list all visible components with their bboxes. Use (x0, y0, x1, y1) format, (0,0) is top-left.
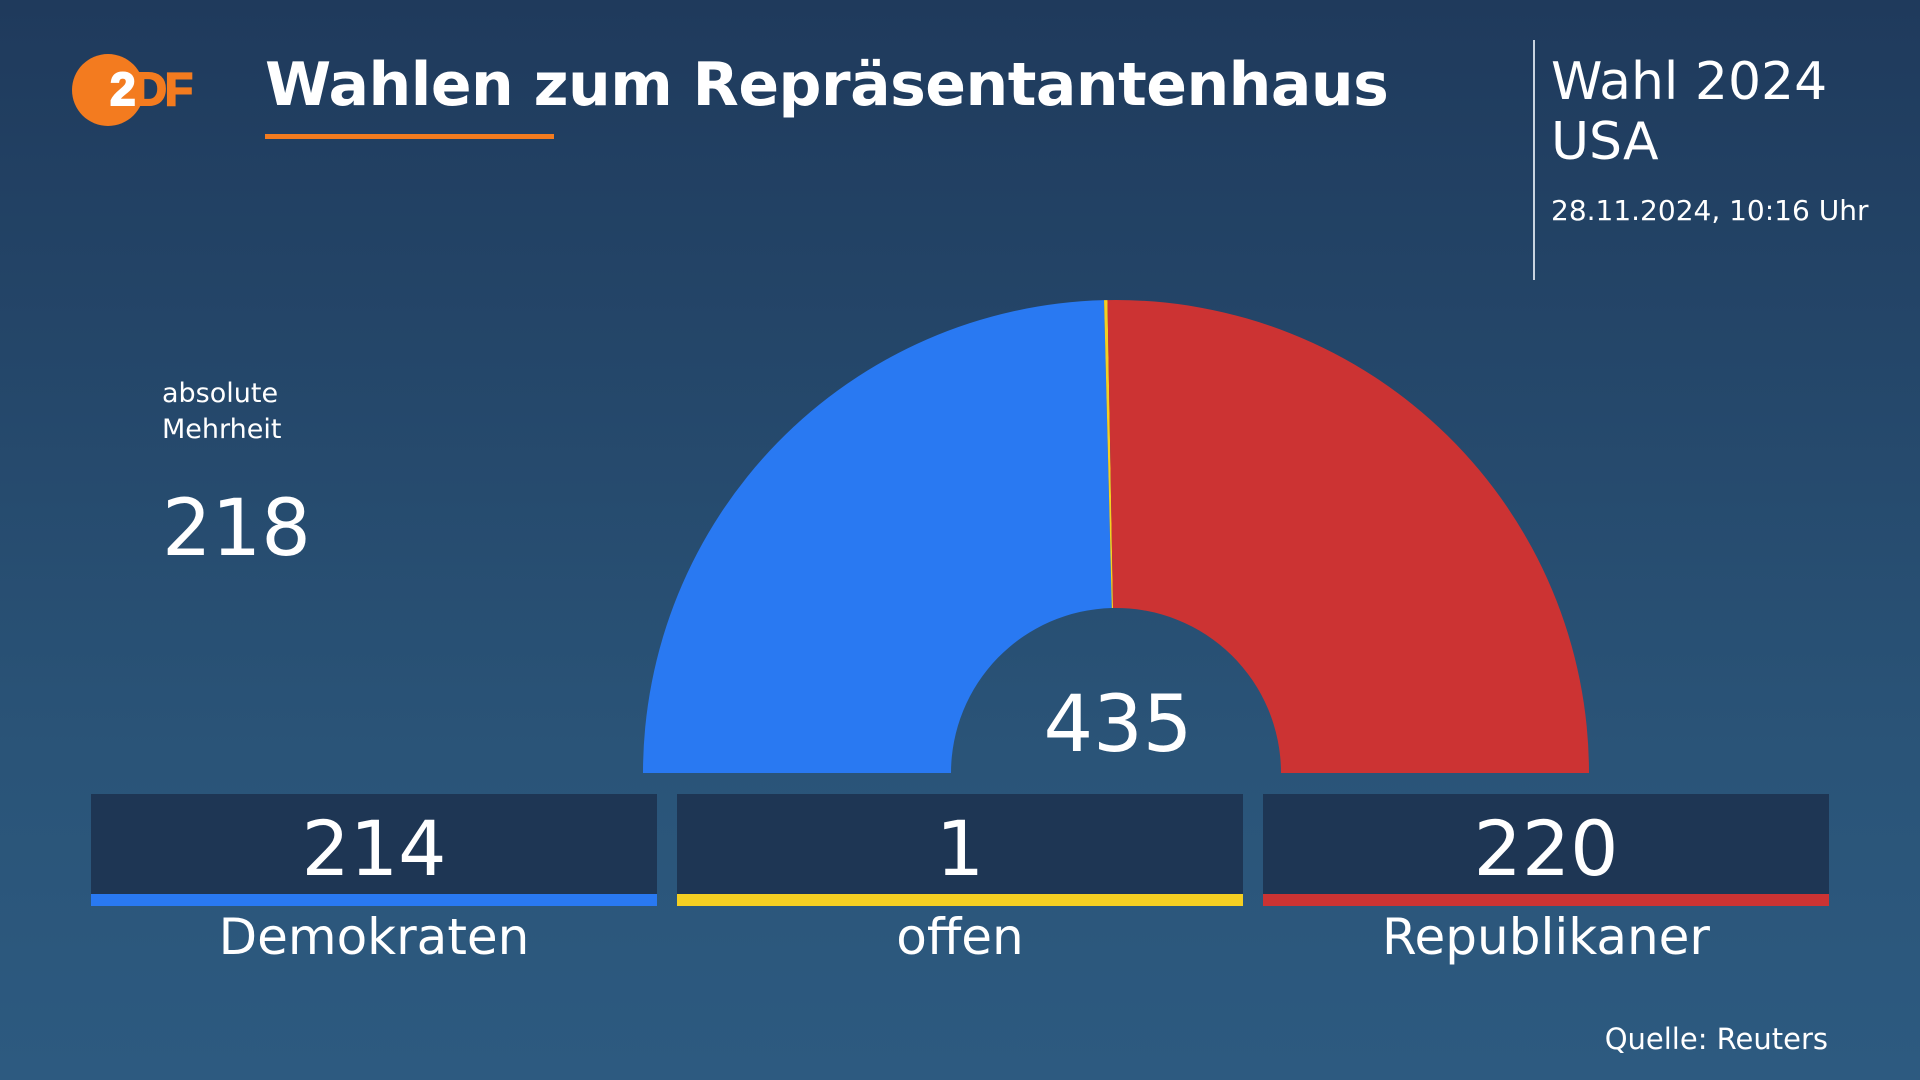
republicans-seats: 220 (1473, 804, 1619, 893)
republicans-bar (1263, 894, 1829, 906)
logo-circle (72, 54, 144, 126)
card-democrats: 214 (91, 794, 657, 906)
header-divider (1533, 40, 1535, 280)
total-seats: 435 (1043, 680, 1193, 770)
majority-label: absolute Mehrheit (162, 378, 282, 445)
header-right: Wahl 2024 USA 28.11.2024, 10:16 Uhr (1551, 52, 1868, 227)
title-underline (265, 134, 554, 139)
slice-republicans (1107, 300, 1589, 773)
election-year: Wahl 2024 (1551, 52, 1828, 112)
card-republicans: 220 (1263, 794, 1829, 906)
logo-text: 2DF (109, 62, 194, 116)
source-note: Quelle: Reuters (1604, 1022, 1828, 1056)
election-country: USA (1551, 112, 1659, 172)
page-title: Wahlen zum Repräsentantenhaus (265, 50, 1389, 120)
open-label: offen (896, 908, 1024, 966)
slice-open (1104, 300, 1114, 609)
republicans-label: Republikaner (1382, 908, 1710, 966)
open-bar (677, 894, 1243, 906)
zdf-logo: 2DF (72, 54, 202, 126)
majority-value: 218 (162, 484, 311, 574)
slice-democrats (643, 300, 1112, 773)
card-open: 1 (677, 794, 1243, 906)
democrats-label: Demokraten (218, 908, 530, 966)
democrats-bar (91, 894, 657, 906)
timestamp: 28.11.2024, 10:16 Uhr (1551, 194, 1869, 227)
democrats-seats: 214 (301, 804, 447, 893)
open-seats: 1 (935, 804, 985, 893)
